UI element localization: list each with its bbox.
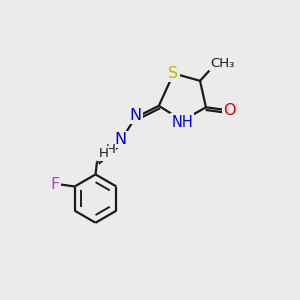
Text: N: N bbox=[115, 132, 127, 147]
Text: S: S bbox=[169, 66, 178, 81]
Text: CH₃: CH₃ bbox=[210, 57, 234, 70]
Text: NH: NH bbox=[172, 115, 193, 130]
Text: N: N bbox=[129, 108, 141, 123]
Text: H: H bbox=[105, 143, 115, 156]
Text: O: O bbox=[223, 103, 236, 118]
Text: H: H bbox=[98, 147, 108, 160]
Text: F: F bbox=[51, 177, 60, 192]
